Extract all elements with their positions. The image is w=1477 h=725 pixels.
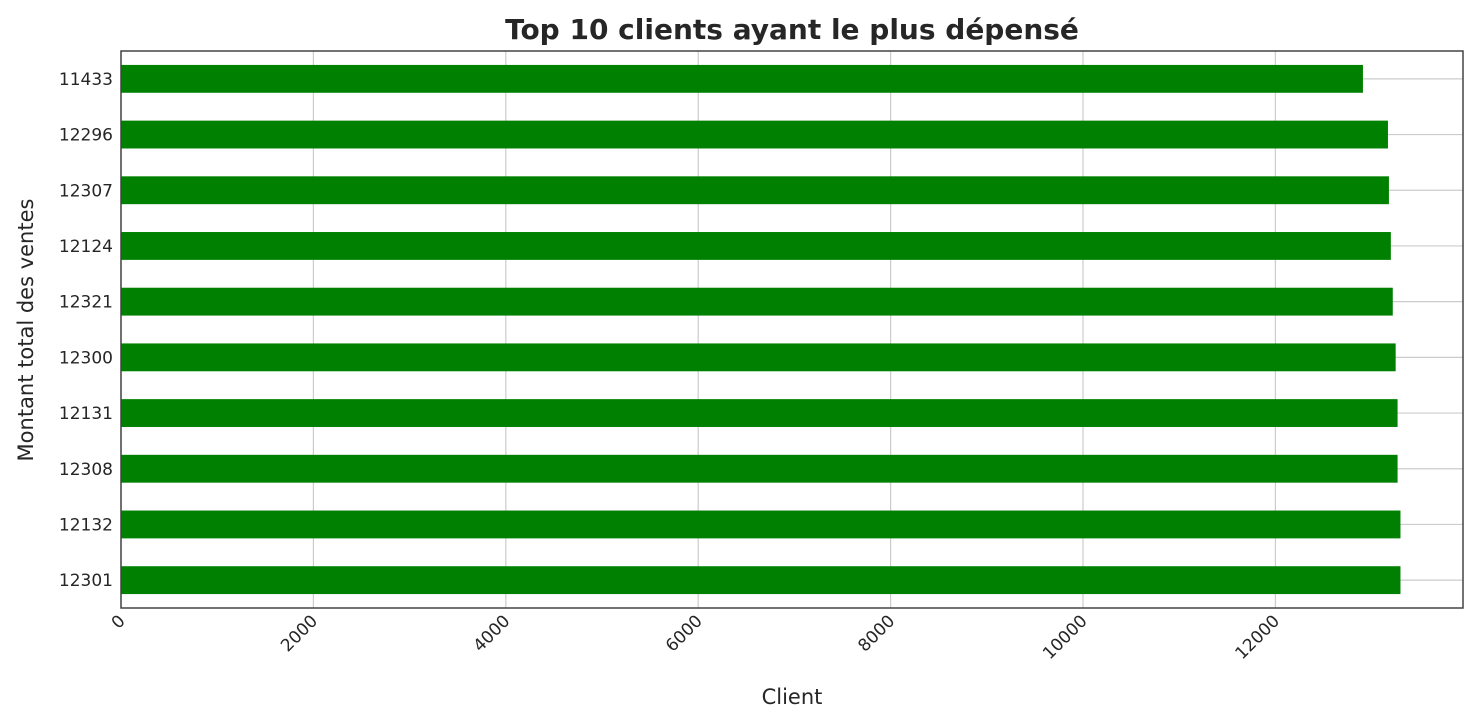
x-tick-label: 2000 — [277, 611, 322, 656]
bar-12301 — [121, 566, 1401, 595]
y-tick-label: 12308 — [59, 460, 113, 480]
bar-12300 — [121, 343, 1396, 372]
x-tick-label: 4000 — [470, 611, 515, 656]
bar-12307 — [121, 176, 1389, 205]
bar-12131 — [121, 399, 1398, 427]
bar-11433 — [121, 64, 1363, 93]
plot-frame — [120, 50, 1464, 609]
bar-12132 — [121, 510, 1401, 539]
x-tick-label: 10000 — [1039, 611, 1091, 663]
y-tick-labels: 11433 12296 12307 12124 12321 12300 12131 12308… — [59, 70, 113, 591]
chart-title: Top 10 clients ayant le plus dépensé — [505, 13, 1079, 46]
y-tick-label: 12131 — [59, 404, 113, 424]
y-tick-label: 12301 — [59, 571, 113, 591]
y-tick-label: 11433 — [59, 70, 113, 90]
y-tick-label: 12132 — [59, 515, 113, 535]
x-tick-label: 8000 — [854, 611, 899, 656]
x-tick-label: 0 — [108, 611, 130, 633]
bar-12321 — [121, 287, 1393, 316]
bar-12124 — [121, 232, 1391, 260]
y-tick-label: 12307 — [59, 181, 113, 201]
x-tick-label: 12000 — [1232, 611, 1284, 663]
y-tick-label: 12124 — [59, 237, 113, 257]
y-tick-label: 12321 — [59, 293, 113, 313]
bars — [121, 64, 1401, 595]
x-axis-label: Client — [762, 685, 823, 709]
y-tick-label: 12296 — [59, 126, 113, 146]
x-tick-label: 6000 — [662, 611, 707, 656]
bar-12296 — [121, 120, 1388, 149]
x-tick-labels: 0 2000 4000 6000 8000 10000 12000 — [108, 611, 1284, 663]
y-tick-label: 12300 — [59, 348, 113, 368]
bar-12308 — [121, 454, 1398, 483]
y-axis-label: Montant total des ventes — [14, 199, 38, 462]
